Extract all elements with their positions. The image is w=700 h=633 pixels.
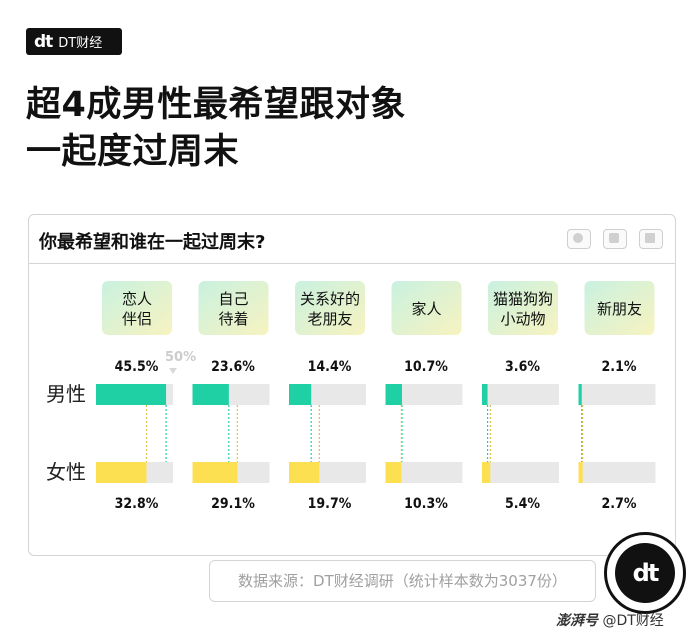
window-copy-icon <box>639 229 663 249</box>
bar-track-0-5 <box>578 384 656 405</box>
category-label-1-0: 自己 <box>218 290 248 308</box>
value-label-1-3: 10.3% <box>404 496 448 512</box>
bar-track-0-3 <box>385 384 463 405</box>
credit: 澎湃号 @DT财经 <box>556 610 664 630</box>
bar-0-5 <box>578 384 582 405</box>
bar-0-2 <box>289 384 312 405</box>
data-source: 数据来源：DT财经调研（统计样本数为3037份） <box>209 560 596 602</box>
category-label-0-0: 恋人 <box>122 290 152 308</box>
bar-1-5 <box>578 462 583 483</box>
brand-mark: dt <box>34 31 53 52</box>
reference-marker <box>169 368 177 374</box>
bar-track-1-5 <box>578 462 656 483</box>
chart-card-header: 你最希望和谁在一起过周末? <box>29 215 675 264</box>
chart-title: 你最希望和谁在一起过周末? <box>39 232 266 253</box>
bar-1-0 <box>96 462 147 483</box>
brand-logo: dt DT财经 <box>26 28 122 55</box>
category-label-3-0: 家人 <box>411 300 441 318</box>
value-label-1-4: 5.4% <box>505 496 540 512</box>
dt-badge-mark: dt <box>615 543 675 603</box>
title-line-1: 超4成男性最希望跟对象 <box>26 85 406 125</box>
category-tag-5 <box>584 281 655 335</box>
brand-name: DT财经 <box>58 36 103 51</box>
category-tag-4 <box>488 281 558 335</box>
category-label-2-1: 老朋友 <box>307 310 352 328</box>
bar-1-4 <box>482 462 491 483</box>
value-label-0-2: 14.4% <box>308 359 352 375</box>
category-tag-0 <box>102 281 172 335</box>
category-label-4-1: 小动物 <box>500 310 545 328</box>
category-label-1-1: 待着 <box>218 310 248 328</box>
credit-account: @DT财经 <box>602 613 664 629</box>
value-label-0-3: 10.7% <box>404 359 448 375</box>
category-label-0-1: 伴侣 <box>122 310 152 328</box>
title-line-2: 一起度过周末 <box>26 132 240 172</box>
category-tag-1 <box>198 281 269 335</box>
value-label-0-4: 3.6% <box>505 359 540 375</box>
row-label-1: 女性 <box>46 460 86 484</box>
bar-track-1-4 <box>482 462 559 483</box>
category-tag-3 <box>391 281 462 335</box>
category-label-5-0: 新朋友 <box>597 300 642 318</box>
dt-badge: dt <box>604 532 686 614</box>
value-label-0-5: 2.1% <box>602 359 637 375</box>
reference-label: 50% <box>165 350 196 365</box>
category-label-4-0: 猫猫狗狗 <box>493 290 553 308</box>
value-label-1-2: 19.7% <box>308 496 352 512</box>
value-label-0-1: 23.6% <box>211 359 255 375</box>
value-label-1-5: 2.7% <box>602 496 637 512</box>
bar-0-3 <box>385 384 402 405</box>
bar-1-1 <box>192 462 238 483</box>
bar-0-0 <box>96 384 167 405</box>
value-label-1-1: 29.1% <box>211 496 255 512</box>
bar-1-2 <box>289 462 320 483</box>
value-label-1-0: 32.8% <box>115 496 159 512</box>
page-title: 超4成男性最希望跟对象 一起度过周末 <box>26 82 406 176</box>
window-dot-icon <box>567 229 591 249</box>
category-label-2-0: 关系好的 <box>300 290 360 308</box>
credit-platform: 澎湃号 <box>556 613 598 629</box>
bar-track-1-3 <box>385 462 463 483</box>
bar-0-1 <box>192 384 229 405</box>
row-label-0: 男性 <box>46 382 86 406</box>
bar-track-0-4 <box>482 384 559 405</box>
value-label-0-0: 45.5% <box>115 359 159 375</box>
category-tag-2 <box>295 281 365 335</box>
bar-1-3 <box>385 462 402 483</box>
window-home-icon <box>603 229 627 249</box>
bar-0-4 <box>482 384 488 405</box>
